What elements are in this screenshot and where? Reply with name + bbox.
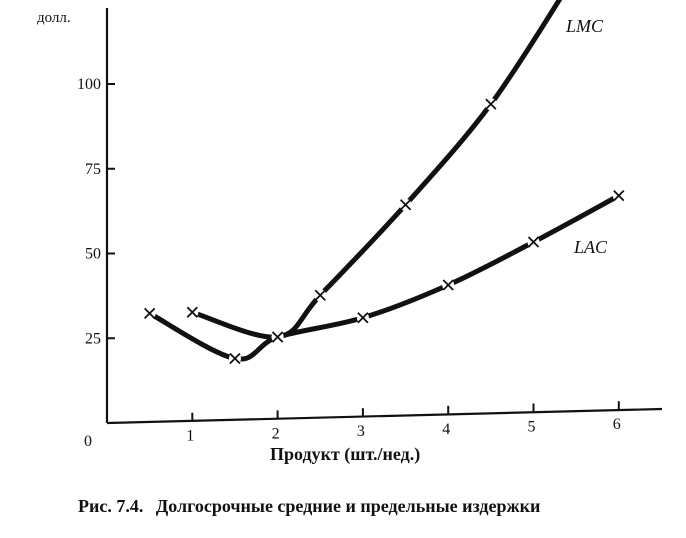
data-point-lac (356, 311, 369, 324)
x-tick-label: 2 (272, 425, 280, 442)
figure-number: Рис. 7.4. (78, 496, 143, 516)
y-tick-label: 25 (85, 330, 101, 347)
x-tick-label: 5 (528, 419, 536, 436)
data-point-lmc (186, 306, 199, 319)
x-tick-label: 1 (186, 428, 194, 445)
y-axis-unit-label: долл. (37, 10, 71, 26)
data-point-lmc (484, 98, 497, 111)
data-point-lmc (271, 331, 284, 344)
data-point-lac (442, 278, 455, 291)
data-point-lmc (399, 198, 412, 211)
tick-group: 1 2 3 4 5 6 25 50 75 100 (77, 76, 621, 445)
data-point-lac (612, 189, 625, 202)
series-label-lac: LAC (573, 237, 608, 257)
x-axis (106, 407, 663, 425)
marker-group (143, 98, 625, 365)
x-tick-label: 6 (613, 416, 621, 433)
axes (105, 8, 663, 425)
data-point-lac (527, 236, 540, 248)
data-point-lac (143, 307, 156, 320)
x-tick-label: 3 (357, 423, 365, 440)
y-tick-label: 100 (77, 76, 101, 93)
figure-caption-text: Долгосрочные средние и предельные издерж… (156, 496, 540, 516)
series-label-lmc: LMC (565, 16, 604, 36)
y-tick-label: 50 (85, 246, 101, 263)
x-axis-title: Продукт (шт./нед.) (270, 444, 420, 465)
x-tick-label: 4 (442, 421, 450, 438)
y-tick-label: 75 (85, 161, 101, 178)
data-point-lac (228, 352, 241, 365)
data-point-lmc (314, 289, 327, 302)
series-group (147, 0, 622, 362)
series-line-lac (147, 193, 622, 362)
figure-caption: Рис. 7.4. Долгосрочные средние и предель… (78, 496, 540, 516)
series-line-lmc (189, 0, 563, 340)
origin-label: 0 (84, 433, 92, 450)
